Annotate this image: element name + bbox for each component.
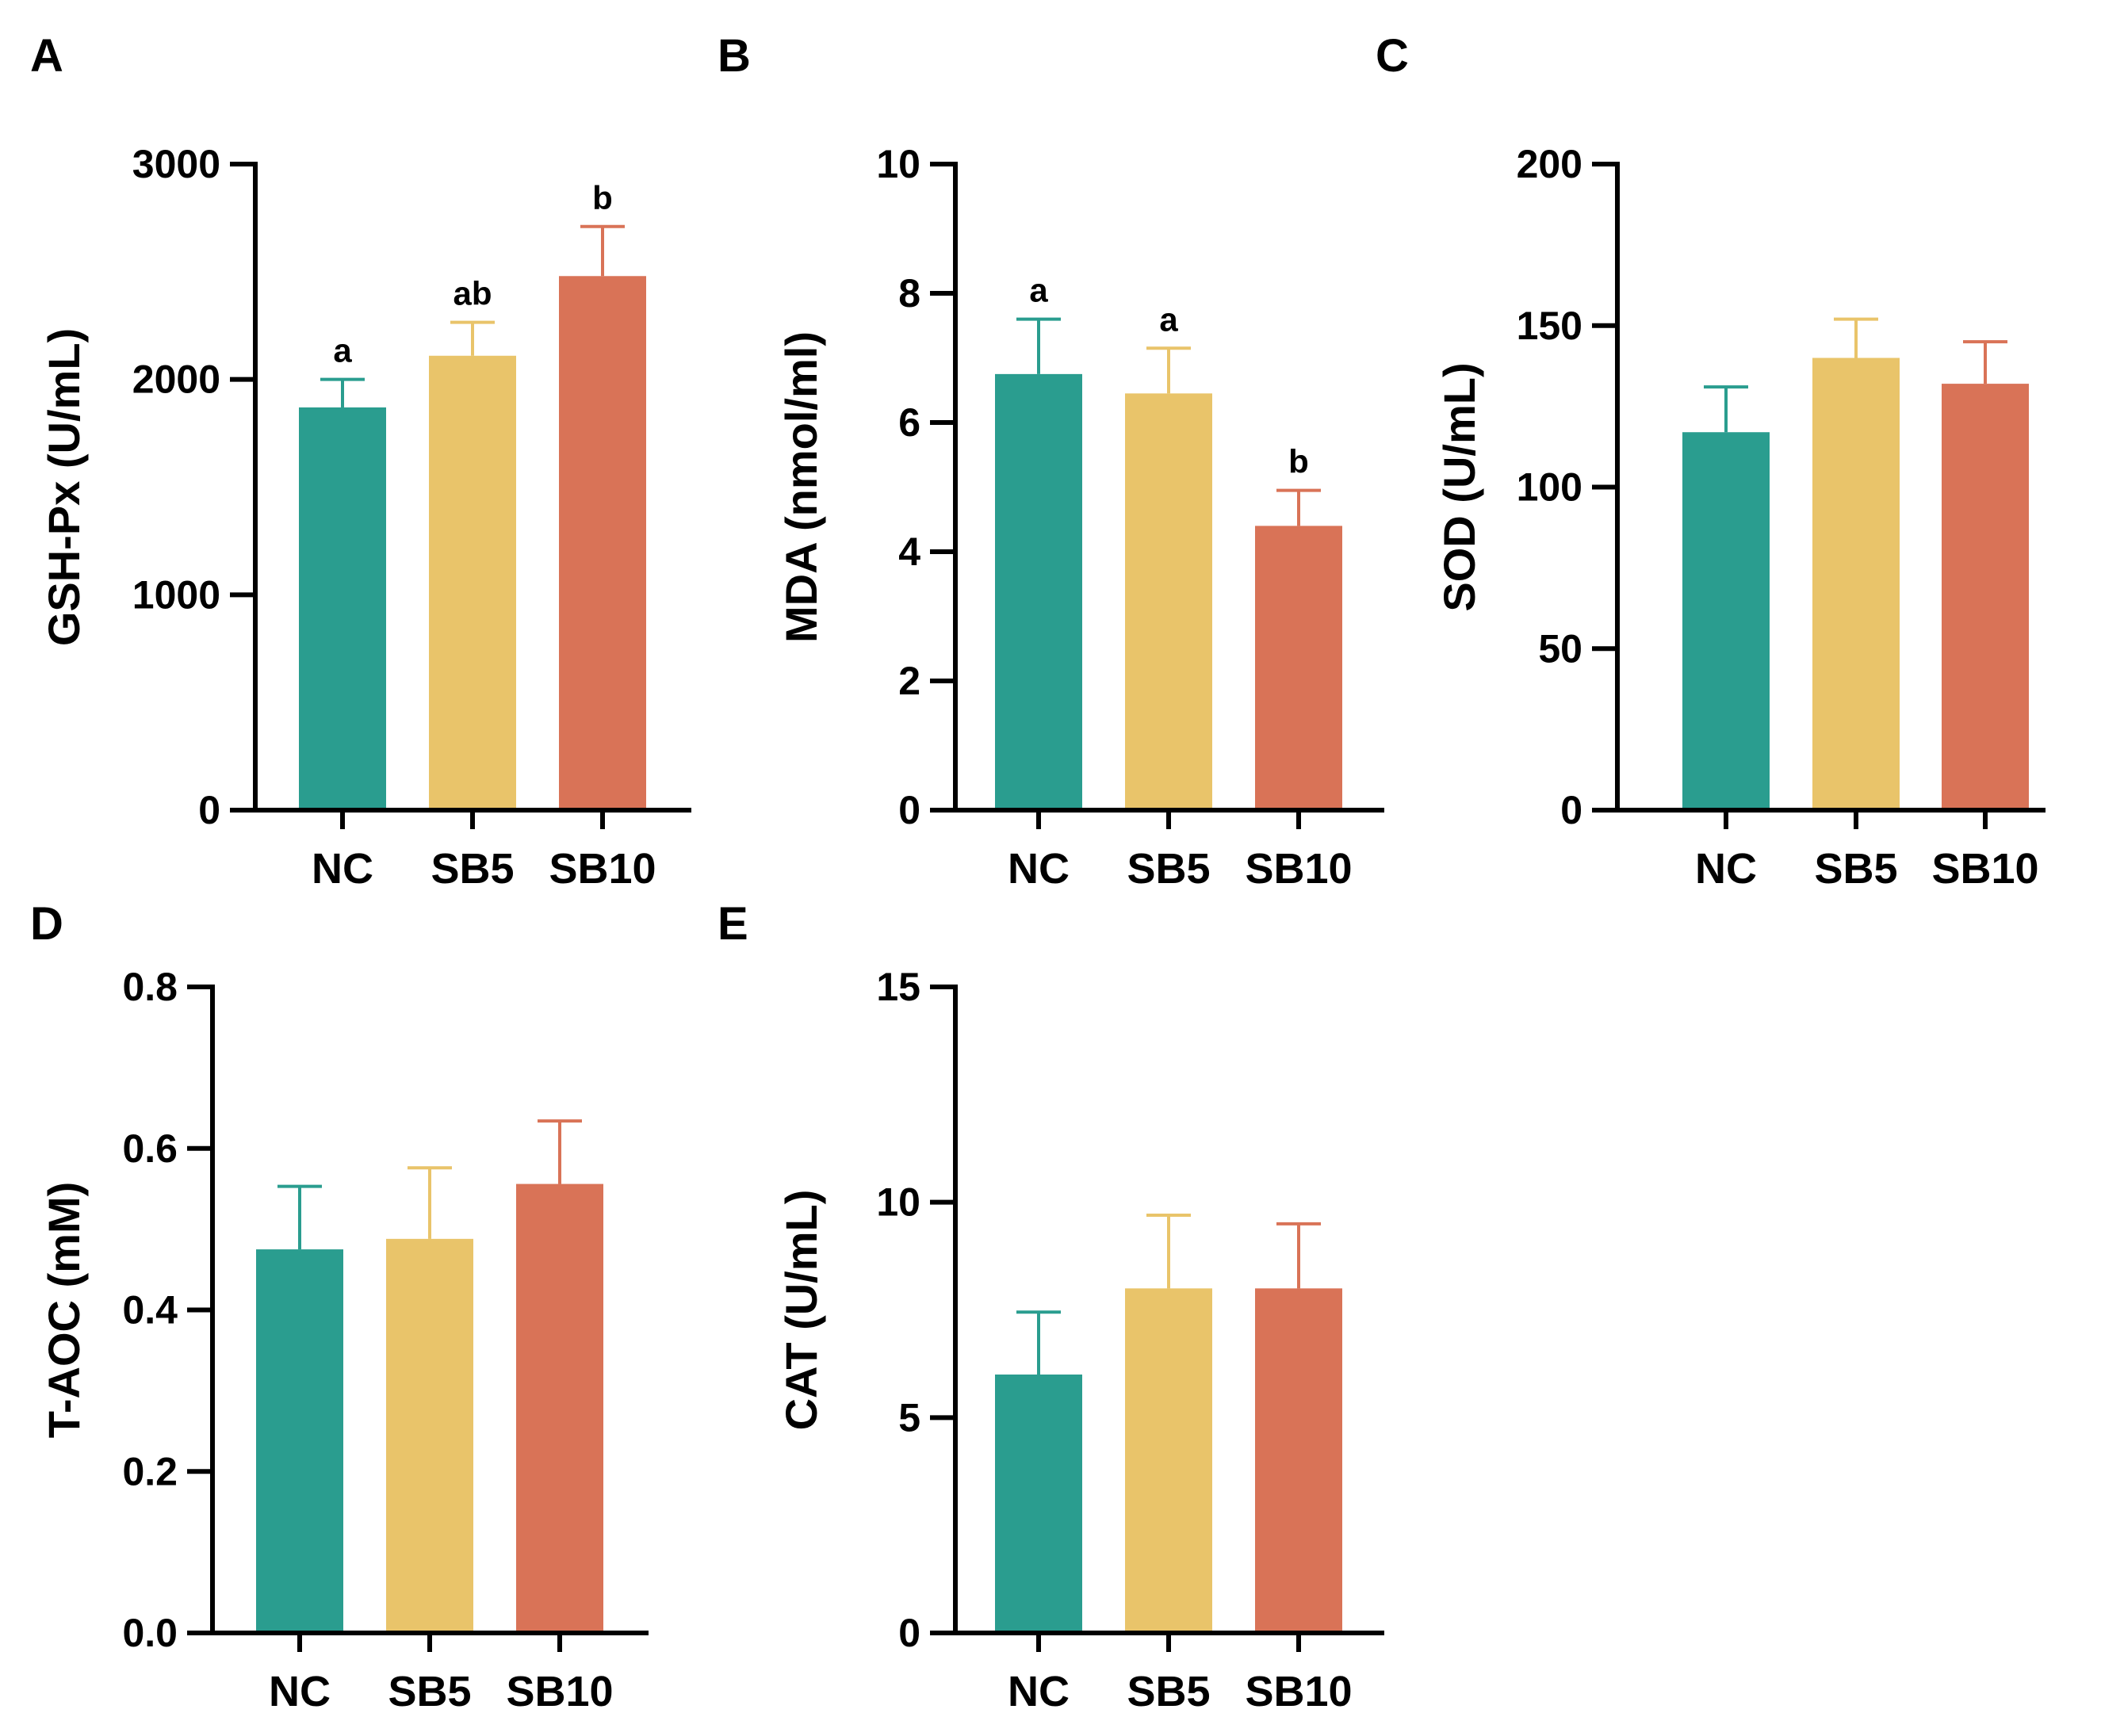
- x-tick-label-sb10: SB10: [1931, 845, 2038, 893]
- y-tick-label: 0: [198, 788, 220, 832]
- y-tick-label: 2000: [132, 358, 220, 402]
- y-tick-label: 0.8: [122, 965, 178, 1009]
- x-tick-label-nc: NC: [269, 1668, 331, 1715]
- bar-sb10: [1255, 1288, 1342, 1633]
- y-tick-label: 0: [1560, 788, 1582, 832]
- x-tick-label-sb5: SB5: [1127, 1668, 1210, 1715]
- bar-sb10: [1255, 526, 1342, 810]
- bar-nc: [256, 1249, 343, 1633]
- y-tick-label: 8: [898, 271, 920, 315]
- y-tick-label: 0.2: [122, 1449, 178, 1493]
- bar-sb10: [1942, 384, 2029, 811]
- panel-letter: A: [30, 30, 63, 82]
- panel-letter: E: [718, 898, 748, 950]
- x-tick-label-sb10: SB10: [1245, 845, 1352, 893]
- y-tick-label: 5: [898, 1395, 920, 1440]
- y-tick-label: 100: [1517, 465, 1582, 510]
- y-tick-label: 50: [1538, 626, 1582, 671]
- bar-sb5: [1125, 393, 1212, 810]
- x-tick-label-sb5: SB5: [431, 845, 514, 893]
- y-tick-label: 10: [876, 1180, 920, 1225]
- x-tick-label-sb10: SB10: [1245, 1668, 1352, 1715]
- y-axis-title: CAT (U/mL): [776, 1190, 826, 1431]
- y-tick-label: 150: [1517, 304, 1582, 348]
- x-tick-label-nc: NC: [1008, 845, 1070, 893]
- bar-sb5: [1125, 1288, 1212, 1633]
- y-tick-label: 0.6: [122, 1126, 178, 1171]
- x-tick-label-sb10: SB10: [549, 845, 656, 893]
- y-tick-label: 2: [898, 659, 920, 703]
- y-tick-label: 200: [1517, 142, 1582, 186]
- panel-letter: C: [1376, 30, 1409, 82]
- bar-nc: [995, 1375, 1082, 1633]
- panel-letter: B: [718, 30, 751, 82]
- x-tick-label-sb5: SB5: [1814, 845, 1897, 893]
- bar-sb10: [559, 276, 646, 810]
- panel-letter: D: [30, 898, 63, 950]
- y-axis-title: MDA (nmol/ml): [776, 331, 826, 643]
- panel-c: C NC SB5 SB10 0 50 100 150 200 SOD (U/mL): [1376, 30, 2046, 893]
- bar-sb5: [429, 355, 516, 810]
- y-tick-label: 1000: [132, 572, 220, 617]
- y-tick-label: 0: [898, 788, 920, 832]
- significance-label-nc: a: [1029, 272, 1048, 309]
- y-tick-label: 10: [876, 142, 920, 186]
- y-tick-label: 4: [898, 530, 920, 574]
- x-tick-label-nc: NC: [1695, 845, 1757, 893]
- bar-sb10: [516, 1183, 603, 1633]
- x-tick-label-sb5: SB5: [1127, 845, 1210, 893]
- significance-label-nc: a: [333, 332, 352, 369]
- panel-a: Aa NC ab SB5 b SB10 0 1000 2000 3000 GSH-Px (U/mL): [30, 30, 691, 893]
- panel-b: Ba NC a SB5 b SB10 0 2 4 6 8 10 MDA (nmol/ml): [718, 30, 1384, 893]
- y-tick-label: 0.0: [122, 1611, 178, 1655]
- x-tick-label-nc: NC: [1008, 1668, 1070, 1715]
- x-tick-label-sb10: SB10: [506, 1668, 613, 1715]
- significance-label-sb10: b: [1288, 443, 1309, 480]
- y-axis-title: T-AOC (mM): [39, 1182, 89, 1439]
- bar-sb5: [1812, 358, 1900, 810]
- y-tick-label: 6: [898, 400, 920, 445]
- y-axis-title: SOD (U/mL): [1434, 362, 1484, 611]
- y-tick-label: 0.4: [122, 1288, 178, 1333]
- y-tick-label: 0: [898, 1611, 920, 1655]
- significance-label-sb5: a: [1159, 300, 1178, 338]
- significance-label-sb5: ab: [453, 275, 492, 312]
- y-axis-title: GSH-Px (U/mL): [39, 328, 89, 646]
- bar-nc: [299, 407, 386, 810]
- panel-d: D NC SB5 SB10 0.0 0.2 0.4 0.6 0.8 T-AOC (mM): [30, 898, 649, 1715]
- x-tick-label-sb5: SB5: [388, 1668, 471, 1715]
- panel-e: E NC SB5 SB10 0 5 10 15 CAT (U/mL): [718, 898, 1384, 1715]
- x-tick-label-nc: NC: [312, 845, 373, 893]
- significance-label-sb10: b: [592, 179, 613, 216]
- bar-nc: [995, 373, 1082, 810]
- y-tick-label: 3000: [132, 142, 220, 186]
- bar-sb5: [386, 1238, 473, 1633]
- y-tick-label: 15: [876, 965, 920, 1009]
- bar-nc: [1682, 432, 1770, 810]
